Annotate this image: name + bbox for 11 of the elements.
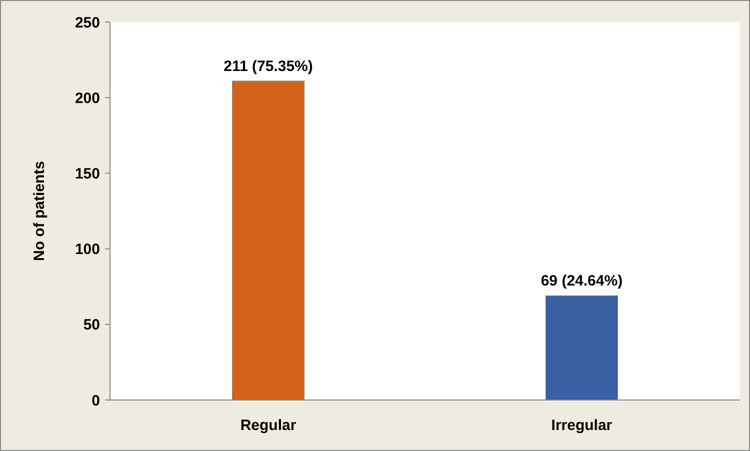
data-label: 69 (24.64%) bbox=[540, 272, 623, 290]
y-axis-title: No of patients bbox=[31, 161, 48, 261]
y-tick-label: 200 bbox=[74, 90, 100, 107]
y-tick-label: 150 bbox=[74, 165, 100, 182]
y-tick-label: 250 bbox=[74, 14, 100, 32]
x-tick-label: Regular bbox=[240, 417, 296, 434]
y-tick-label: 0 bbox=[92, 392, 100, 410]
data-label: 211 (75.35%) bbox=[224, 58, 313, 75]
x-tick-label: Irregular bbox=[551, 417, 612, 434]
y-tick-label: 50 bbox=[83, 316, 100, 334]
y-tick-label: 100 bbox=[74, 241, 100, 258]
